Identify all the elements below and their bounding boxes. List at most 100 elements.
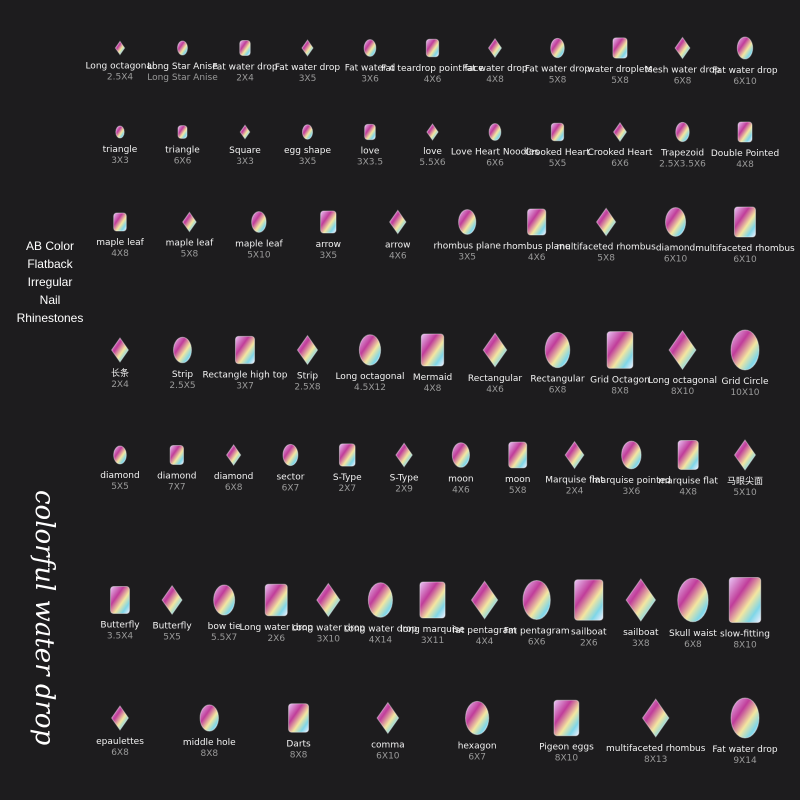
item-name: Fat water drop [712,66,777,76]
gem [677,440,699,470]
item-name: sailboat [623,628,659,638]
item-size: 2X6 [580,638,598,648]
item-name: 马眼尖面 [727,475,763,487]
item-name: Skull waist [669,629,717,639]
side-title-1: AB Color [26,239,74,253]
gem [364,123,376,141]
gem [420,333,445,367]
item-name: Long octagonal [85,62,154,72]
item-name: maple leaf [166,239,214,249]
gem [264,583,288,617]
item-name: Love Heart Noodles [451,147,539,157]
item-name: marquise flat [658,476,718,486]
gem [675,121,690,143]
item-name: epaulettes [96,737,144,747]
item-name: multifaceted rhombus [556,243,656,253]
item-size: 4X6 [424,75,442,85]
item-size: 4X4 [476,637,494,647]
gem [574,579,604,621]
gem [612,121,628,143]
item-size: 5X8 [181,250,199,260]
item-size: 8X10 [555,754,579,764]
item-name: moon [505,475,530,485]
gem [376,701,400,735]
item-size: 4X6 [486,385,504,395]
item-size: 3X3 [236,157,254,167]
item-name: middle hole [183,738,236,748]
gem [612,37,628,59]
item-name: Rectangle high top [203,371,288,381]
item-name: Fat water drop [525,65,590,75]
item-name: S-Type [390,474,419,484]
gem [363,39,377,57]
item-size: 3X3.5 [357,158,383,168]
gem [451,442,470,468]
item-size: 6X6 [486,158,504,168]
gem [606,331,634,369]
item-name: Long water drop [239,623,313,633]
item-size: 8X8 [200,749,218,759]
gem [288,703,310,733]
item-size: 4X8 [736,160,754,170]
item-size: 6X10 [733,77,757,87]
item-name: Butterfly [100,621,140,631]
gem [665,207,687,237]
item-name: Long water drop [292,624,366,634]
item-name: marquise pointed [592,476,671,486]
item-name: Mesh water drop [645,66,721,76]
item-size: 2X4 [111,380,129,390]
item-name: Fat water drop [212,62,277,72]
gem [737,121,753,143]
item-name: Mermaid [413,373,452,383]
gem [110,586,130,614]
gem [239,40,251,56]
item-name: rhombus plane [433,241,501,251]
item-size: 2.5X3.5X6 [659,160,706,170]
gem [251,211,267,233]
gem [173,336,192,364]
item-size: 6X6 [174,156,192,166]
item-name: love [423,147,442,157]
gem [733,439,757,471]
gem [668,329,697,371]
item-name: bow tie [208,622,241,632]
gem [239,124,251,140]
side-title-4: Nail [40,293,61,307]
item-size: 2.5X4 [107,73,133,83]
item-size: 4.5X12 [354,383,386,393]
item-name: Fat water d [345,63,395,73]
item-name: Strip [297,371,318,381]
gem [522,580,551,620]
item-name: Strip [172,370,193,380]
item-name: multifaceted rhombus [606,744,706,754]
item-name: Long Star Anise [147,62,218,72]
item-size: 4X6 [452,485,470,495]
item-name: Long octagonal [648,376,717,386]
item-name: Crooked Heart [525,148,590,158]
gem [674,36,691,60]
gem [625,578,657,622]
gem [113,212,127,232]
item-name: Double Pointed [711,149,779,159]
item-size: 2X7 [338,484,356,494]
item-size: 4X8 [111,249,129,259]
item-size: 6X6 [528,638,546,648]
gem [595,207,617,237]
item-size: 6X8 [549,386,567,396]
item-name: Grid Circle [721,377,768,387]
item-name: triangle [103,145,138,155]
item-size: 3X6 [623,487,641,497]
item-size: 6X10 [376,751,400,761]
item-size: 2X6 [267,634,285,644]
item-name: Pigeon eggs [539,743,594,753]
gem [114,40,126,56]
gem [487,37,503,59]
side-title-3: Irregular [28,275,73,289]
gem [488,123,502,141]
item-size: 3X6 [361,74,379,84]
gem [320,210,337,234]
gem [730,329,760,371]
item-size: 6X7 [468,753,486,763]
gem [177,40,188,56]
